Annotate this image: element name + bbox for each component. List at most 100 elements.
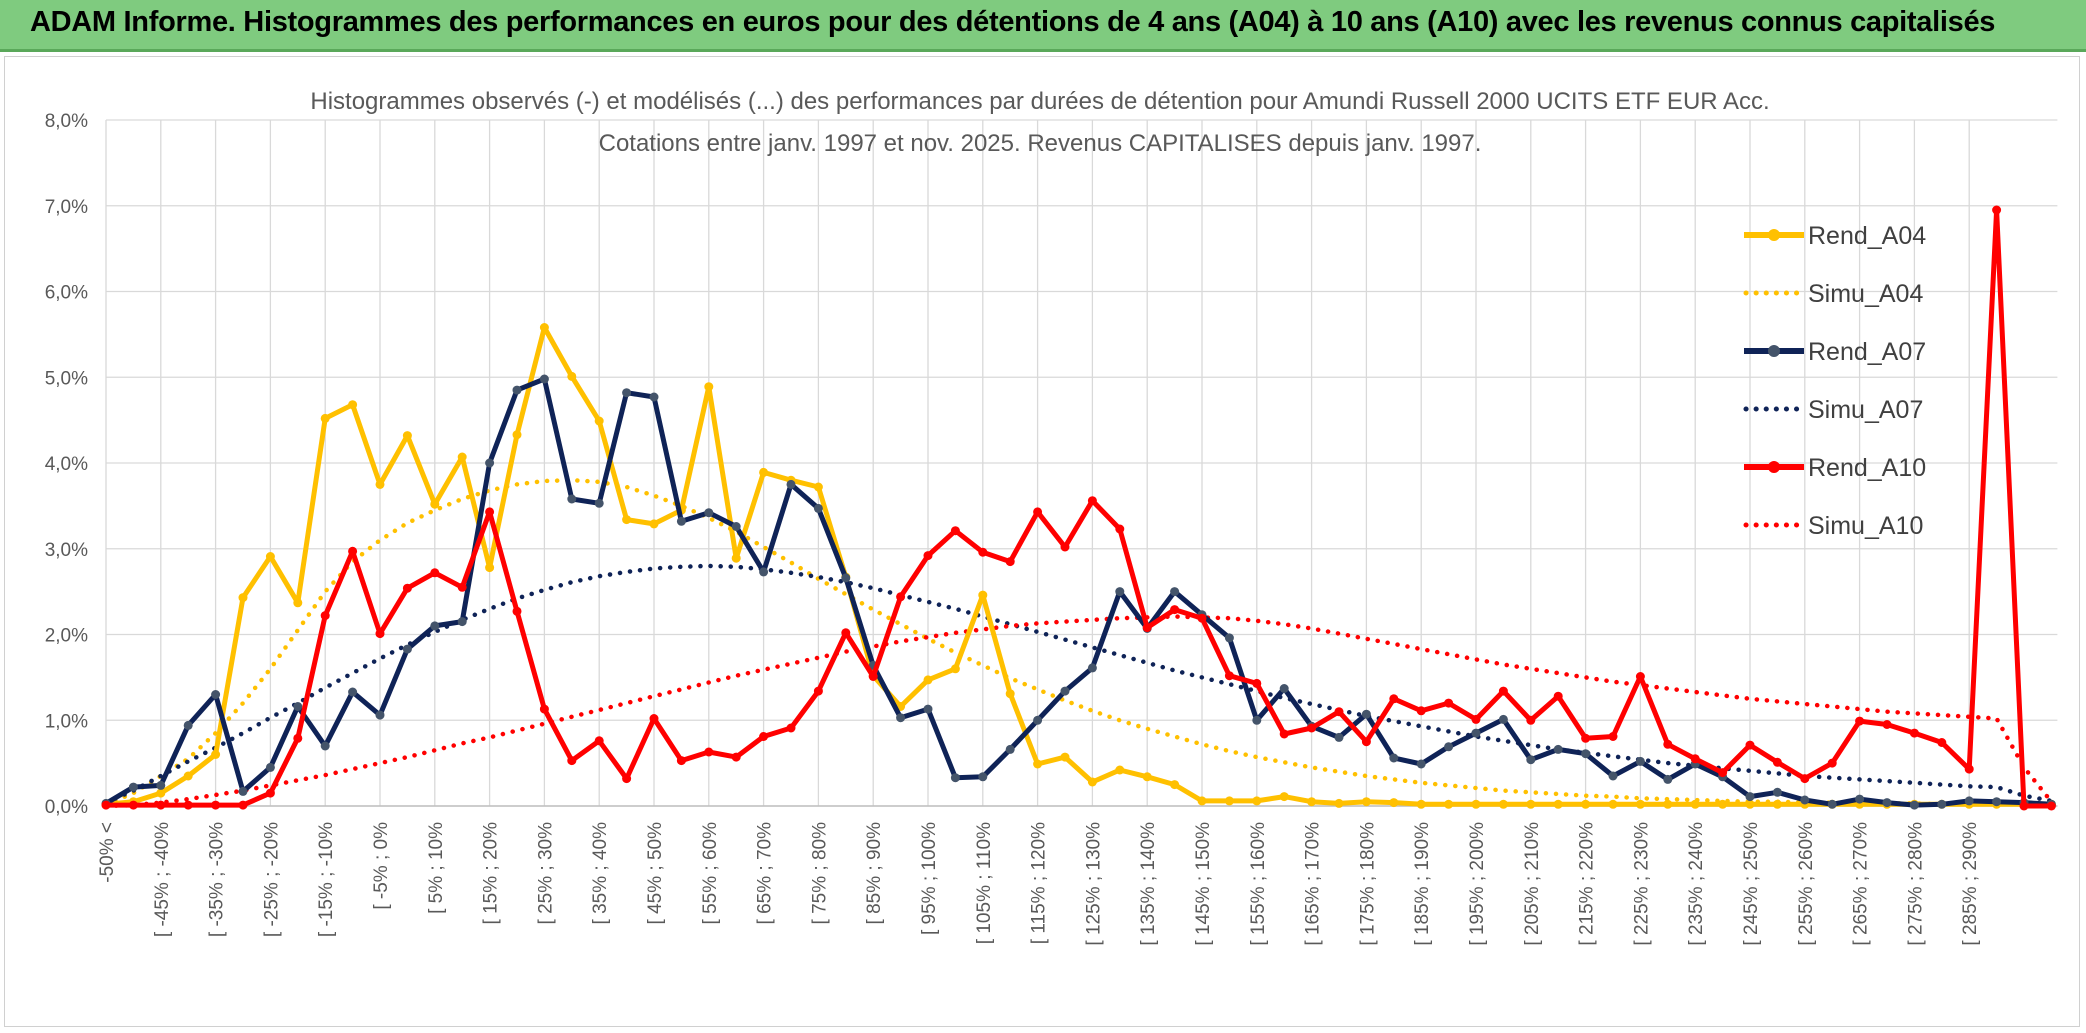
chart-title: Histogrammes observés (-) et modélisés (… [310, 88, 1769, 115]
data-point [1033, 715, 1043, 725]
data-point [1772, 799, 1782, 809]
legend-label: Simu_A04 [1808, 280, 1923, 308]
data-point [1115, 587, 1125, 597]
data-point [128, 782, 138, 792]
data-point [1170, 605, 1180, 615]
data-point [320, 611, 330, 621]
x-tick-label: [ 125% ; 130% [1083, 822, 1104, 946]
data-point [293, 598, 303, 608]
data-point [1224, 633, 1234, 643]
legend-entry-Simu_A07: Simu_A07 [1743, 396, 1923, 424]
y-tick-label: 2,0% [45, 626, 88, 647]
data-point [1553, 691, 1563, 701]
data-point [1334, 707, 1344, 717]
x-tick-label: [ 25% ; 30% [535, 822, 556, 925]
data-point [1334, 732, 1344, 742]
data-point [841, 628, 851, 638]
data-point [1526, 799, 1536, 809]
data-point [211, 800, 221, 810]
data-point [430, 499, 440, 509]
data-point [457, 582, 467, 592]
data-point [1553, 799, 1563, 809]
series-Rend_A04 [101, 323, 2056, 809]
data-point [950, 526, 960, 536]
data-point [512, 606, 522, 616]
data-point [1471, 714, 1481, 724]
x-tick-label: [ 265% ; 270% [1851, 822, 1872, 946]
legend-entry-Rend_A10: Rend_A10 [1744, 454, 1926, 482]
data-point [1745, 792, 1755, 802]
x-tick-label: -50% < [97, 822, 118, 883]
data-point [1252, 796, 1262, 806]
data-point [1581, 749, 1591, 759]
data-point [1937, 738, 1947, 747]
data-point [731, 752, 741, 762]
data-point [1526, 715, 1536, 725]
data-point [1389, 798, 1399, 808]
series-layer [101, 205, 2056, 811]
data-point [156, 800, 166, 810]
data-point [1307, 797, 1317, 807]
data-point [1992, 797, 2002, 807]
data-point [1444, 742, 1454, 752]
data-point [1224, 796, 1234, 806]
data-point [1581, 799, 1591, 809]
data-point [1526, 755, 1536, 765]
data-point [1800, 774, 1810, 784]
data-point [1608, 732, 1618, 741]
series-line-Rend_A07 [104, 376, 2052, 808]
data-point [567, 371, 577, 381]
data-point [1964, 796, 1974, 806]
data-point [402, 583, 412, 593]
series-line-Simu_A10 [103, 614, 2054, 809]
data-point [293, 733, 303, 743]
data-point [841, 573, 851, 583]
data-point [704, 508, 714, 518]
data-point [156, 780, 166, 790]
data-point [1444, 799, 1454, 809]
data-point [896, 713, 906, 723]
x-tick-label: [ 35% ; 40% [590, 822, 611, 925]
data-point [1279, 792, 1289, 802]
x-tick-label: [ 115% ; 120% [1029, 822, 1050, 944]
y-tick-label: 3,0% [45, 540, 88, 561]
data-point [457, 452, 467, 462]
data-point [1855, 794, 1865, 804]
data-point [512, 385, 522, 395]
data-point [676, 516, 686, 526]
y-tick-label: 1,0% [45, 711, 88, 732]
data-point [950, 664, 960, 674]
data-point [430, 621, 440, 631]
x-tick-label: [ -45% ; -40% [152, 822, 173, 937]
data-point [1772, 787, 1782, 797]
data-point [1170, 780, 1180, 790]
data-point [348, 400, 358, 410]
data-point [923, 704, 933, 714]
data-point [539, 374, 549, 384]
data-point [485, 507, 495, 517]
data-point [1142, 623, 1152, 633]
data-point [2046, 801, 2056, 811]
series-Simu_A04 [103, 477, 2054, 807]
data-point [594, 498, 604, 508]
data-point [128, 800, 138, 810]
chart-frame [4, 56, 2080, 1027]
data-point [1498, 799, 1508, 809]
series-Rend_A07 [101, 374, 2056, 810]
legend-entry-Rend_A04: Rend_A04 [1744, 222, 1926, 250]
data-point [1690, 799, 1700, 809]
series-line-Rend_A04 [105, 325, 2052, 807]
data-point [1909, 800, 1919, 810]
data-point [622, 774, 632, 784]
data-point [183, 800, 193, 810]
data-point [101, 800, 111, 810]
data-point [485, 563, 495, 573]
x-tick-label: [ 275% ; 280% [1905, 822, 1926, 946]
data-point [759, 732, 769, 741]
data-point [211, 690, 221, 699]
data-point [1745, 740, 1755, 750]
data-point [1087, 496, 1097, 506]
data-point [759, 467, 769, 477]
data-point [1882, 720, 1892, 729]
